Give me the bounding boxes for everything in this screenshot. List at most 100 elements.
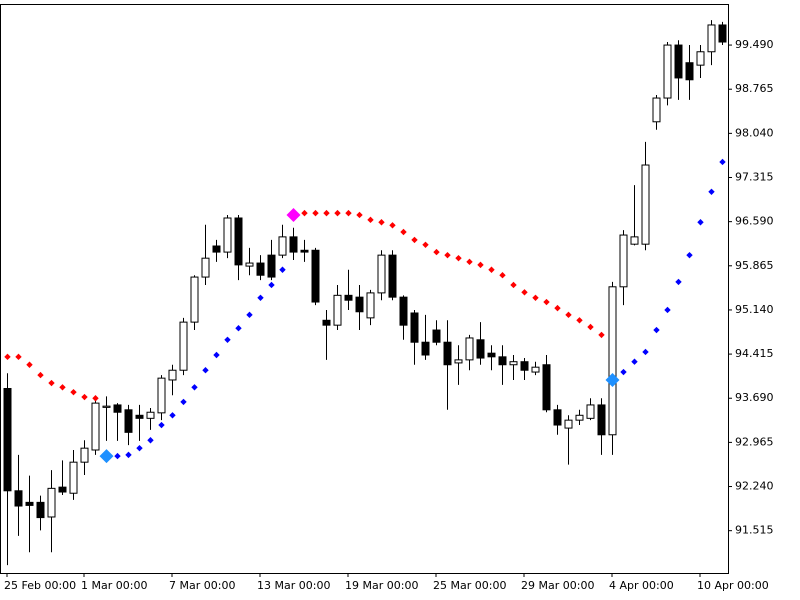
indicator-dot bbox=[576, 317, 583, 324]
indicator-dot bbox=[81, 393, 88, 401]
indicator-dot bbox=[400, 228, 407, 236]
indicator-dot bbox=[257, 294, 264, 301]
indicator-dot bbox=[598, 331, 605, 339]
candle-body bbox=[685, 62, 694, 81]
indicator-dot bbox=[312, 209, 319, 217]
candle-body bbox=[102, 405, 111, 408]
indicator-dot bbox=[213, 351, 220, 359]
y-tick-label: 92.240 bbox=[735, 480, 774, 493]
x-tick-label: 10 Apr 00:00 bbox=[697, 579, 769, 592]
candle-body bbox=[399, 296, 408, 326]
x-tick-label: 1 Mar 00:00 bbox=[81, 579, 147, 592]
candle-body bbox=[432, 329, 441, 343]
candle-body bbox=[91, 402, 100, 451]
y-tick-label: 96.590 bbox=[735, 215, 774, 228]
indicator-dot bbox=[323, 209, 330, 217]
indicator-dot bbox=[202, 367, 209, 374]
candle-body bbox=[278, 236, 287, 256]
candle-body bbox=[476, 339, 485, 359]
candle-body bbox=[322, 319, 331, 326]
candle-body bbox=[223, 217, 232, 253]
candle-body bbox=[674, 44, 683, 79]
candle-body bbox=[179, 321, 188, 371]
candle-body bbox=[707, 24, 716, 53]
candle-body bbox=[234, 217, 243, 266]
candle-body bbox=[421, 341, 430, 356]
candle-body bbox=[36, 501, 45, 519]
x-tick-label: 4 Apr 00:00 bbox=[609, 579, 674, 592]
indicator-dot bbox=[455, 254, 462, 262]
candle-body bbox=[487, 352, 496, 358]
indicator-dot bbox=[92, 395, 99, 402]
indicator-dot bbox=[444, 251, 451, 259]
y-tick-label: 95.140 bbox=[735, 303, 774, 316]
candle-body bbox=[300, 249, 309, 253]
candle-body bbox=[245, 262, 254, 267]
candle-body bbox=[311, 249, 320, 303]
candle-body bbox=[80, 447, 89, 463]
indicator-dot bbox=[620, 368, 627, 376]
indicator-dot bbox=[70, 388, 77, 396]
indicator-dot bbox=[686, 251, 693, 259]
y-tick-label: 97.315 bbox=[735, 171, 774, 184]
candle-body bbox=[641, 164, 650, 245]
indicator-dot bbox=[378, 219, 385, 226]
candle-body bbox=[663, 44, 672, 99]
indicator-dot bbox=[345, 209, 352, 217]
x-tick-label: 25 Mar 00:00 bbox=[433, 579, 506, 592]
candle-body bbox=[333, 294, 342, 326]
candle-body bbox=[25, 501, 34, 506]
indicator-dot bbox=[301, 209, 308, 217]
indicator-dot bbox=[224, 336, 231, 343]
x-tick-label: 29 Mar 00:00 bbox=[521, 579, 594, 592]
indicator-dot bbox=[389, 222, 396, 229]
indicator-dot bbox=[499, 272, 506, 279]
candle-body bbox=[509, 361, 518, 366]
indicator-dot bbox=[180, 398, 187, 406]
y-tick-label: 99.490 bbox=[735, 38, 774, 51]
candle-body bbox=[597, 404, 606, 436]
plot-frame bbox=[0, 4, 729, 574]
candle-body bbox=[201, 257, 210, 278]
indicator-dot bbox=[488, 266, 495, 273]
y-tick-label: 98.040 bbox=[735, 126, 774, 139]
candle-body bbox=[619, 234, 628, 288]
candle-body bbox=[355, 296, 364, 313]
indicator-dot bbox=[334, 209, 341, 217]
candle-body bbox=[410, 312, 419, 343]
indicator-dot bbox=[422, 241, 429, 248]
candle-body bbox=[388, 254, 397, 298]
indicator-dot bbox=[587, 323, 594, 331]
indicator-dot bbox=[4, 353, 11, 361]
candle-body bbox=[542, 364, 551, 411]
indicator-dot bbox=[158, 421, 165, 429]
indicator-dot bbox=[697, 219, 704, 226]
candle-body bbox=[377, 254, 386, 294]
candle-body bbox=[630, 236, 639, 245]
indicator-dot bbox=[708, 188, 715, 196]
indicator-dot bbox=[521, 289, 528, 296]
candle-body bbox=[531, 366, 540, 373]
x-tick-label: 25 Feb 00:00 bbox=[4, 579, 76, 592]
candle-body bbox=[69, 461, 78, 494]
indicator-dot bbox=[114, 452, 121, 460]
candle-body bbox=[608, 286, 617, 436]
indicator-dot bbox=[565, 311, 572, 319]
y-tick-label: 98.765 bbox=[735, 82, 774, 95]
indicator-dot bbox=[532, 294, 539, 301]
indicator-dot bbox=[136, 444, 143, 452]
indicator-dot bbox=[719, 158, 726, 166]
candle-body bbox=[58, 486, 67, 493]
candle-body bbox=[157, 377, 166, 414]
candle-body bbox=[718, 24, 727, 43]
candle-body bbox=[135, 414, 144, 419]
indicator-dot bbox=[235, 325, 242, 332]
candle-body bbox=[113, 404, 122, 413]
candle-body bbox=[366, 292, 375, 319]
indicator-dot bbox=[147, 437, 154, 444]
indicator-dot bbox=[664, 306, 671, 314]
indicator-dot bbox=[59, 384, 66, 391]
indicator-dot bbox=[653, 326, 660, 334]
candle-body bbox=[553, 409, 562, 426]
